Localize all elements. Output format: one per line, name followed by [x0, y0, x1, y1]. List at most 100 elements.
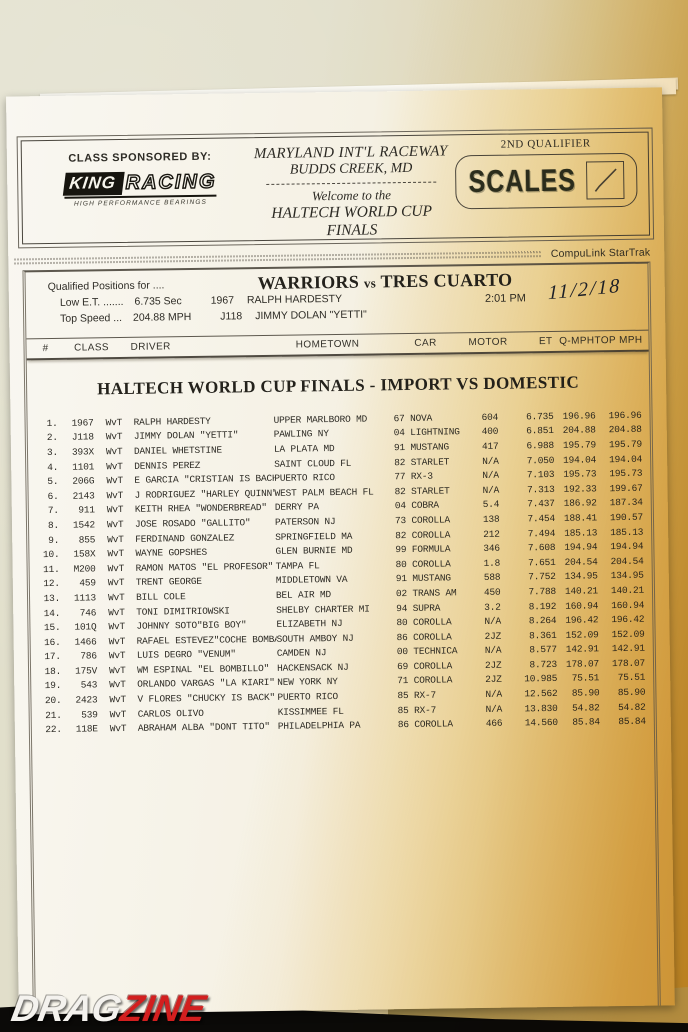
cell-driver: RALPH HARDESTY	[133, 415, 211, 428]
cell-motor: 466	[485, 717, 503, 730]
cell-et: 7.752	[528, 571, 556, 583]
cell-car-number: 539	[81, 709, 98, 721]
cell-hometown: CAMDEN NJ	[276, 647, 327, 660]
cell-car-number: 1101	[72, 460, 95, 473]
checkmark-icon	[594, 168, 617, 192]
matchup-vs: vs	[363, 275, 377, 291]
cell-driver: WAYNE GOPSHES	[135, 546, 208, 559]
cell-et: 8.723	[529, 658, 558, 671]
cell-class: WvT	[105, 416, 123, 429]
results-content-box: Qualified Positions for .... Low E.T. ..…	[22, 261, 661, 1015]
sponsor-label: CLASS SPONSORED BY:	[68, 150, 212, 165]
cell-position: 2.	[46, 432, 58, 444]
cell-position: 16.	[44, 636, 61, 648]
cell-car: 86 COROLLA	[396, 631, 452, 643]
cell-class: WvT	[106, 504, 124, 516]
cell-hometown: HACKENSACK NJ	[276, 661, 349, 674]
cell-class: WvT	[107, 548, 125, 560]
cell-position: 9.	[48, 534, 60, 546]
qualifier-block: 2ND QUALIFIER SCALES	[454, 137, 639, 232]
cell-car-number: 206G	[72, 475, 95, 487]
raceway-name: MARYLAND INT'L RACEWAY	[253, 143, 448, 163]
cell-class: WvT	[107, 577, 125, 589]
cell-driver: JIMMY DOLAN "YETTI"	[133, 429, 239, 443]
results-rows: 1. 1967 WvT RALPH HARDESTY UPPER MARLBOR…	[27, 408, 653, 738]
cell-class: WvT	[109, 723, 127, 735]
cell-et: 7.103	[526, 469, 555, 481]
cell-driver: DANIEL WHETSTINE	[133, 444, 223, 457]
dragzine-logo-drag: DRAG	[8, 988, 125, 1029]
cell-class: WvT	[106, 460, 123, 472]
low-et-car-number: 1967	[210, 294, 235, 307]
cell-et: 13.830	[524, 702, 558, 715]
cell-qmph: 188.41	[563, 512, 598, 524]
cell-topmph: 85.90	[617, 686, 646, 699]
cell-driver: BILL COLE	[135, 591, 186, 603]
cell-position: 11.	[43, 563, 60, 575]
cell-qmph: 54.82	[572, 702, 600, 714]
cell-driver: J RODRIGUEZ "HARLEY QUINN"	[134, 487, 275, 501]
cell-class: WvT	[107, 591, 125, 604]
cell-qmph: 195.79	[562, 439, 597, 451]
cell-qmph: 204.54	[564, 556, 598, 568]
matchup-title: WARRIORS vs TRES CUARTO	[258, 270, 513, 295]
cell-hometown: NEW YORK NY	[277, 676, 338, 689]
cell-hometown: UPPER MARLBORO MD	[273, 413, 368, 426]
dragzine-logo: DRAGZINE	[8, 988, 208, 1030]
cell-car: 85 RX-7	[397, 704, 437, 716]
cell-position: 5.	[47, 476, 59, 488]
cell-hometown: SPRINGFIELD MA	[275, 530, 353, 543]
cell-et: 6.988	[526, 439, 555, 452]
cell-car-number: 1542	[72, 519, 96, 531]
cell-position: 4.	[47, 461, 59, 473]
cell-car-number: 175V	[74, 665, 98, 677]
cell-position: 18.	[44, 665, 62, 677]
cell-position: 8.	[47, 519, 60, 531]
cell-et: 12.562	[524, 688, 558, 700]
cell-hometown: WEST PALM BEACH FL	[274, 486, 374, 499]
column-header-qmph: Q-MPH	[559, 335, 595, 347]
cell-topmph: 142.91	[611, 643, 645, 655]
cell-position: 14.	[43, 607, 61, 619]
cell-car-number: J118	[71, 431, 94, 444]
cell-topmph: 134.95	[610, 570, 644, 582]
cell-motor: 212	[483, 528, 500, 540]
cell-class: WvT	[107, 562, 125, 574]
cell-position: 15.	[43, 621, 61, 634]
cell-topmph: 85.84	[618, 715, 646, 728]
cell-car: 67 NOVA	[393, 412, 433, 424]
cell-driver: V FLORES "CHUCKY IS BACK"	[137, 691, 276, 705]
cell-car-number: 543	[80, 679, 98, 692]
cell-qmph: 192.33	[563, 483, 597, 495]
scales-stamp: SCALES	[468, 162, 577, 200]
cell-car-number: 1113	[73, 592, 97, 604]
cell-et: 7.437	[527, 498, 555, 510]
cell-topmph: 75.51	[617, 672, 646, 684]
cell-position: 13.	[43, 592, 61, 605]
low-et-driver: RALPH HARDESTY	[246, 292, 343, 307]
dashed-divider	[266, 181, 437, 185]
cell-topmph: 204.54	[610, 555, 644, 567]
cell-driver: TRENT GEORGE	[135, 576, 202, 589]
cell-qmph: 195.73	[563, 468, 597, 481]
cell-driver: LUIS DEGRO "VENUM"	[136, 648, 236, 662]
print-time: 2:01 PM	[484, 292, 526, 305]
cell-car-number: 855	[78, 533, 96, 546]
results-title: HALTECH WORLD CUP FINALS - IMPORT VS DOM…	[96, 372, 580, 399]
cell-driver: RAFAEL ESTEVEZ"COCHE BOMBA"	[136, 633, 277, 647]
qualifying-sheet: CLASS SPONSORED BY: KING RACING HIGH PER…	[6, 87, 675, 1015]
matchup-team-right: TRES CUARTO	[380, 269, 513, 292]
cell-qmph: 85.84	[572, 716, 600, 728]
cell-driver: DENNIS PEREZ	[134, 459, 201, 472]
cell-car: 91 MUSTANG	[395, 572, 451, 585]
cell-topmph: 196.42	[611, 613, 645, 626]
raceway-block: MARYLAND INT'L RACEWAY BUDDS CREEK, MD W…	[248, 141, 455, 239]
cell-et: 10.985	[524, 673, 558, 685]
cell-hometown: ELIZABETH NJ	[276, 618, 343, 630]
column-header-driver: DRIVER	[130, 341, 171, 353]
cell-et: 7.050	[526, 454, 555, 466]
header-box: CLASS SPONSORED BY: KING RACING HIGH PER…	[16, 127, 655, 249]
cell-motor: 1.8	[483, 557, 501, 569]
cell-car-number: 459	[79, 577, 96, 589]
